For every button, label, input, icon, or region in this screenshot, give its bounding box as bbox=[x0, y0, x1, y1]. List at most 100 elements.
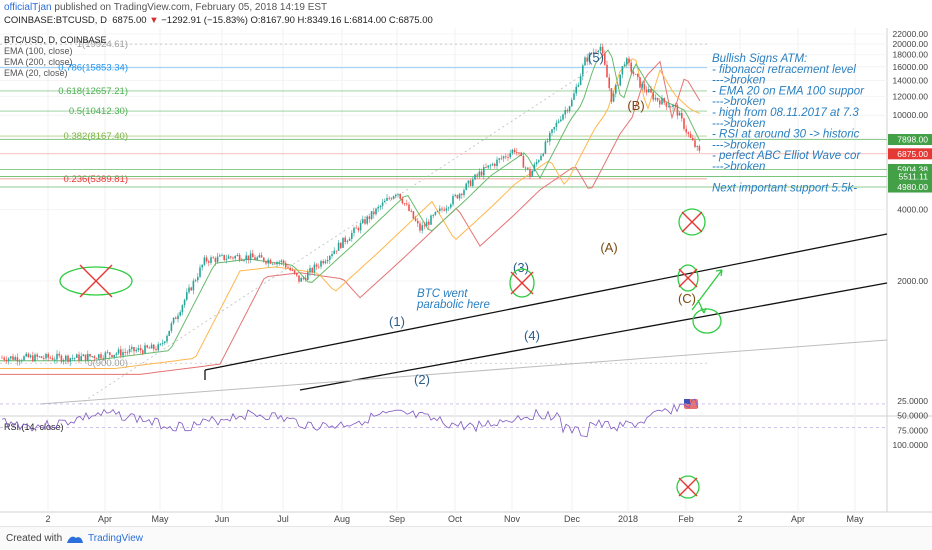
candle-body bbox=[472, 179, 474, 186]
x-tick-label: Apr bbox=[791, 514, 805, 524]
candle-body bbox=[192, 280, 195, 291]
candle-body bbox=[628, 58, 630, 63]
candle-body bbox=[535, 161, 538, 165]
wave-label: (5) bbox=[588, 50, 604, 65]
candle-body bbox=[608, 77, 610, 89]
candle-body bbox=[126, 352, 129, 353]
candle-body bbox=[58, 353, 60, 356]
candle-body bbox=[227, 256, 230, 259]
candle-body bbox=[78, 354, 80, 361]
candle-body bbox=[454, 195, 456, 197]
candle-body bbox=[14, 357, 16, 360]
candle-body bbox=[353, 227, 355, 233]
candle-body bbox=[245, 255, 247, 260]
candle-body bbox=[678, 112, 681, 116]
ema-100-line bbox=[0, 58, 701, 369]
annotation-line: --->broken bbox=[712, 139, 765, 151]
candle-body bbox=[166, 335, 168, 342]
candle-body bbox=[65, 355, 67, 361]
candle-body bbox=[199, 267, 201, 277]
candle-body bbox=[469, 180, 472, 186]
candle-body bbox=[302, 277, 305, 279]
price-change: −1292.91 (−15.83%) bbox=[161, 15, 248, 26]
candle-body bbox=[80, 356, 82, 361]
price-tag bbox=[888, 148, 932, 160]
candle-body bbox=[494, 163, 496, 166]
annotation-line: --->broken bbox=[712, 75, 765, 87]
low-value: L:6814.00 bbox=[344, 15, 387, 26]
y-tick-label: 10000.00 bbox=[893, 110, 929, 120]
candle-body bbox=[692, 137, 694, 141]
candle-body bbox=[84, 354, 87, 361]
chart-area[interactable]: 2 Apr May Jun Jul Aug Sep Oct Nov Dec 2018 Feb 2 Apr M… bbox=[0, 0, 932, 526]
candle-body bbox=[518, 152, 520, 154]
candle-body bbox=[322, 261, 324, 264]
annotation-line: - EMA 20 on EMA 100 suppor bbox=[712, 85, 865, 97]
candle-body bbox=[441, 208, 443, 210]
candle-body bbox=[599, 46, 602, 51]
candle-body bbox=[502, 156, 505, 159]
candle-body bbox=[551, 129, 553, 133]
candle-body bbox=[661, 98, 663, 105]
y-tick-label: 2000.00 bbox=[897, 276, 928, 286]
candle-body bbox=[348, 238, 351, 241]
x-tick-label: Apr bbox=[98, 514, 112, 524]
candle-body bbox=[577, 84, 580, 87]
candle-body bbox=[527, 167, 529, 170]
candle-body bbox=[643, 84, 646, 90]
chart-background bbox=[0, 28, 932, 512]
candle-body bbox=[73, 357, 76, 359]
candle-body bbox=[104, 352, 107, 359]
candle-body bbox=[524, 167, 527, 169]
candle-body bbox=[135, 349, 137, 352]
candle-body bbox=[544, 141, 547, 154]
y-tick-label: 16000.00 bbox=[893, 62, 929, 72]
candle-body bbox=[584, 57, 586, 66]
candle-body bbox=[355, 227, 357, 229]
candle-body bbox=[172, 317, 175, 324]
candle-body bbox=[601, 46, 604, 54]
candle-body bbox=[56, 353, 58, 360]
candle-body bbox=[36, 354, 38, 357]
candle-body bbox=[456, 195, 459, 199]
annotation-line: --->broken bbox=[712, 118, 765, 130]
candle-body bbox=[313, 264, 316, 273]
x-tick-label: Aug bbox=[334, 514, 350, 524]
candle-body bbox=[467, 180, 470, 184]
annotation-line: - fibonacci retracement level bbox=[712, 64, 856, 76]
tradingview-brand[interactable]: TradingView bbox=[88, 533, 144, 544]
symbol-label: COINBASE:BTCUSD, D bbox=[4, 15, 107, 26]
candle-body bbox=[612, 93, 615, 102]
candle-body bbox=[654, 97, 657, 100]
annotation-line: - perfect ABC Elliot Wave cor bbox=[712, 150, 861, 162]
candle-body bbox=[148, 347, 151, 349]
c-circle bbox=[677, 264, 699, 292]
candle-body bbox=[412, 211, 415, 219]
x-tick-label: Sep bbox=[389, 514, 405, 524]
fib-circle bbox=[59, 266, 133, 296]
fib-level-label: 0.786(15853.34) bbox=[58, 63, 128, 74]
candle-body bbox=[263, 257, 265, 262]
last-price: 6875.00 bbox=[112, 15, 147, 26]
candle-body bbox=[43, 358, 45, 359]
fib-level-label: 1(19924.61) bbox=[77, 39, 128, 50]
candle-body bbox=[54, 359, 56, 361]
rsi-line bbox=[1, 398, 699, 438]
candle-body bbox=[540, 155, 542, 161]
candle-body bbox=[403, 203, 406, 205]
candle-body bbox=[465, 183, 467, 190]
candle-body bbox=[131, 347, 133, 349]
rsi-tick-label: 50.0000 bbox=[897, 411, 928, 421]
candle-body bbox=[243, 259, 245, 261]
candle-body bbox=[340, 242, 342, 248]
candle-body bbox=[505, 156, 507, 158]
candle-body bbox=[100, 354, 102, 359]
candle-body bbox=[447, 207, 450, 209]
candle-body bbox=[428, 221, 430, 225]
candle-body bbox=[3, 357, 5, 360]
candle-body bbox=[109, 352, 111, 355]
candle-body bbox=[604, 53, 606, 65]
candle-body bbox=[557, 121, 560, 123]
candle-body bbox=[225, 258, 228, 260]
author-name[interactable]: officialTjan bbox=[4, 2, 52, 13]
